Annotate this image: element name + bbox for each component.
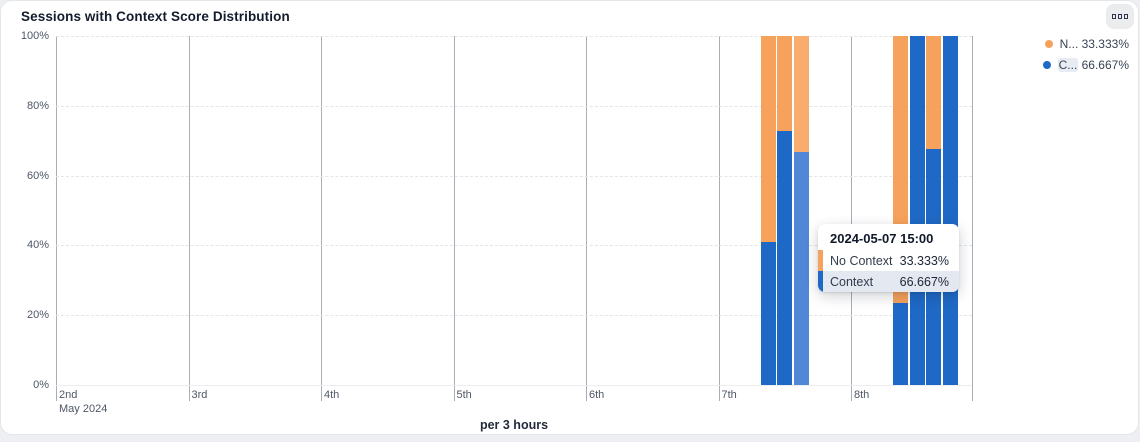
- y-tick-label: 0%: [33, 379, 49, 391]
- tooltip-series-value: 66.667%: [899, 274, 949, 289]
- vertical-gridline: [321, 36, 322, 401]
- vertical-gridline: [851, 36, 852, 401]
- stacked-bar-2024-05-07T15:00[interactable]: [793, 36, 809, 385]
- tooltip-series-strip: [818, 271, 823, 292]
- three-squares-icon: [1112, 14, 1116, 19]
- vertical-gridline: [586, 36, 587, 401]
- no-context-segment: [777, 36, 793, 132]
- context-segment: [777, 131, 793, 385]
- no-context-segment: [793, 36, 809, 153]
- x-tick-label: 3rd: [191, 389, 208, 401]
- card-menu-button[interactable]: [1106, 4, 1134, 29]
- tooltip-series-label: Context: [830, 274, 874, 289]
- horizontal-gridline: [56, 105, 972, 107]
- horizontal-gridline: [56, 175, 972, 177]
- legend-dot-icon: [1042, 60, 1051, 69]
- three-squares-icon: [1118, 14, 1122, 19]
- chart-plot-area: [56, 36, 973, 401]
- page-title: Sessions with Context Score Distribution: [21, 9, 290, 24]
- no-context-segment: [926, 36, 942, 150]
- vertical-gridline: [972, 36, 973, 401]
- chart-tooltip: 2024-05-07 15:00 No Context 33.333% Contex…: [818, 224, 959, 292]
- vertical-gridline: [718, 36, 720, 401]
- tooltip-title: 2024-05-07 15:00: [830, 231, 934, 246]
- x-tick-label: 7th: [721, 389, 737, 401]
- context-segment: [909, 36, 925, 385]
- stacked-bar-2024-05-08T09:00[interactable]: [893, 36, 909, 385]
- tooltip-rows: No Context 33.333% Context 66.667%: [818, 250, 959, 292]
- legend-label: N... 33.333%: [1060, 37, 1129, 51]
- context-segment: [793, 152, 809, 385]
- vertical-gridline: [56, 36, 57, 401]
- horizontal-gridline: [56, 245, 972, 247]
- x-tick-label: 5th: [456, 389, 472, 401]
- legend-series-name: C...: [1057, 57, 1079, 72]
- legend-dot-icon: [1044, 39, 1053, 48]
- x-axis-caption: per 3 hours: [479, 418, 549, 432]
- horizontal-gridline: [56, 315, 972, 317]
- y-tick-label: 60%: [26, 169, 49, 182]
- stacked-bar-2024-05-08T12:00[interactable]: [909, 36, 925, 385]
- legend-series-value: 33.333%: [1078, 36, 1129, 51]
- x-tick-label: 2nd May 2024: [59, 389, 108, 415]
- stacked-bar-2024-05-07T09:00[interactable]: [760, 36, 776, 385]
- x-tick-label: 8th: [854, 389, 870, 401]
- y-tick-label: 80%: [26, 99, 49, 112]
- stacked-bar-2024-05-08T15:00[interactable]: [926, 36, 942, 385]
- stacked-bar-2024-05-07T12:00[interactable]: [777, 36, 793, 385]
- x-tick-label: 4th: [324, 389, 340, 401]
- legend-label: C... 66.667%: [1057, 57, 1129, 72]
- stacked-bar-2024-05-08T18:00[interactable]: [942, 36, 958, 385]
- y-tick-label: 100%: [20, 30, 49, 42]
- context-segment: [893, 302, 909, 385]
- horizontal-gridline: [56, 36, 972, 37]
- no-context-segment: [760, 36, 776, 242]
- legend-series-name: N...: [1059, 36, 1079, 51]
- legend-series-value: 66.667%: [1078, 57, 1129, 72]
- tooltip-row-no-context: No Context 33.333%: [818, 250, 959, 271]
- tooltip-series-value: 33.333%: [899, 253, 949, 268]
- y-tick-label: 20%: [26, 309, 49, 322]
- legend-item-context[interactable]: C... 66.667%: [1042, 56, 1129, 73]
- vertical-gridline: [453, 36, 455, 401]
- tooltip-series-label: No Context: [830, 253, 893, 268]
- chart-legend: N... 33.333% C... 66.667%: [1042, 35, 1129, 73]
- context-segment: [942, 36, 958, 385]
- x-axis-line: [56, 385, 972, 386]
- x-tick-label: 6th: [589, 389, 605, 401]
- y-tick-label: 40%: [26, 239, 49, 252]
- tooltip-series-strip: [818, 250, 823, 271]
- legend-item-no-context[interactable]: N... 33.333%: [1044, 35, 1129, 52]
- context-segment: [760, 241, 776, 385]
- tooltip-row-context: Context 66.667%: [818, 271, 959, 292]
- three-squares-icon: [1124, 14, 1129, 19]
- vertical-gridline: [188, 36, 190, 401]
